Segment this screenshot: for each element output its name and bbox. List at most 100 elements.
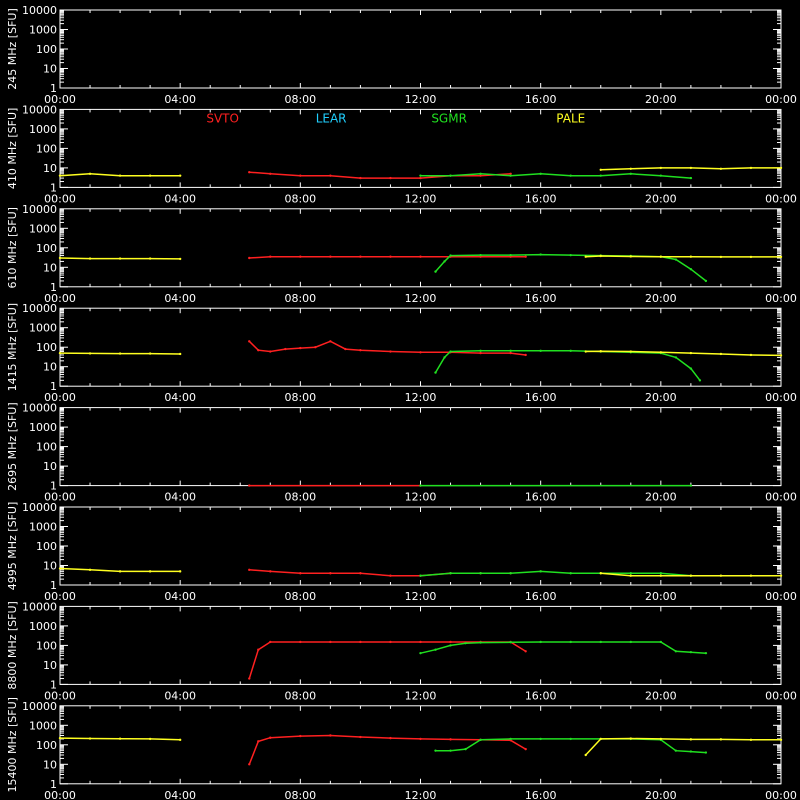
data-point-svto (248, 256, 251, 260)
x-tick-label: 00:00 (765, 689, 797, 702)
y-tick-label: 10000 (22, 402, 57, 415)
data-point-pale (88, 568, 92, 572)
x-tick-label: 04:00 (164, 689, 196, 702)
x-tick-label: 16:00 (525, 789, 557, 800)
x-tick-label: 04:00 (164, 93, 196, 106)
series-pale (585, 737, 781, 756)
data-point-svto (329, 640, 332, 644)
data-point-svto (389, 640, 392, 644)
data-point-svto (248, 171, 251, 174)
x-tick-label: 00:00 (765, 391, 797, 404)
x-tick-label: 12:00 (405, 292, 437, 305)
data-point-sgmr (464, 747, 467, 751)
data-point-svto (299, 640, 302, 644)
data-point-pale (689, 738, 693, 741)
y-tick-label: 1000 (29, 222, 57, 235)
x-tick-label: 00:00 (765, 292, 797, 305)
y-tick-label: 100 (36, 739, 57, 752)
data-point-sgmr (704, 651, 708, 655)
data-point-sgmr (449, 174, 452, 177)
data-point-pale (629, 350, 632, 353)
data-point-sgmr (629, 172, 632, 175)
y-tick-label: 1000 (29, 421, 57, 434)
data-point-svto (269, 736, 272, 739)
series-sgmr (420, 173, 691, 179)
data-point-svto (269, 350, 272, 353)
data-point-pale (599, 168, 602, 171)
data-point-sgmr (419, 651, 422, 655)
x-tick-label: 16:00 (525, 391, 557, 404)
x-tick-label: 12:00 (405, 391, 437, 404)
data-point-sgmr (434, 648, 437, 651)
panel-2695-mhz: 1 10 100 1000 10000 00:00 04:00 08:00 12:00 16:00… (6, 402, 797, 504)
data-point-sgmr (629, 640, 632, 644)
data-point-svto (299, 572, 302, 575)
data-point-svto (329, 340, 332, 343)
data-point-sgmr (689, 267, 693, 271)
data-point-sgmr (479, 172, 482, 175)
data-point-svto (419, 176, 422, 180)
data-point-pale (148, 174, 152, 177)
data-point-pale (88, 257, 92, 260)
data-point-pale (148, 257, 152, 260)
data-point-svto (524, 650, 527, 653)
data-point-svto (329, 255, 332, 258)
x-tick-label: 00:00 (44, 391, 76, 404)
data-point-pale (118, 257, 122, 260)
data-point-sgmr (449, 350, 452, 353)
data-point-pale (58, 256, 62, 260)
y-tick-label: 100 (36, 540, 57, 553)
data-point-svto (329, 174, 332, 177)
data-point-sgmr (629, 572, 632, 575)
data-point-pale (779, 574, 783, 577)
data-point-svto (257, 349, 260, 352)
x-tick-label: 20:00 (645, 93, 677, 106)
data-point-svto (359, 735, 362, 739)
data-point-svto (299, 174, 302, 177)
data-point-svto (419, 737, 422, 741)
y-tick-label: 10000 (22, 103, 57, 116)
y-tick-label: 100 (36, 341, 57, 354)
data-point-sgmr (689, 176, 693, 180)
data-point-pale (749, 353, 753, 357)
y-tick-label: 100 (36, 43, 57, 56)
y-tick-label: 10 (43, 460, 57, 473)
data-point-sgmr (674, 258, 678, 261)
data-point-svto (329, 734, 332, 737)
x-tick-label: 08:00 (284, 292, 316, 305)
data-point-pale (584, 753, 587, 757)
data-point-pale (779, 738, 783, 742)
data-point-svto (248, 484, 251, 487)
series-sgmr (420, 641, 706, 654)
data-point-pale (88, 737, 92, 740)
data-point-sgmr (434, 371, 437, 374)
series-pale (585, 255, 781, 258)
data-point-pale (659, 574, 663, 577)
legend-pale: PALE (556, 111, 585, 125)
data-point-pale (599, 572, 602, 575)
y-tick-label: 100 (36, 441, 57, 454)
x-tick-label: 08:00 (284, 789, 316, 800)
x-tick-label: 00:00 (44, 590, 76, 603)
data-point-sgmr (569, 349, 572, 353)
data-point-pale (629, 255, 632, 258)
data-point-pale (178, 352, 182, 356)
data-point-pale (779, 354, 783, 357)
x-tick-label: 20:00 (645, 192, 677, 205)
data-point-svto (359, 640, 362, 644)
data-point-sgmr (539, 172, 542, 175)
data-point-sgmr (479, 253, 482, 257)
data-point-sgmr (479, 572, 482, 575)
series-sgmr (420, 570, 691, 577)
data-point-svto (419, 640, 422, 644)
data-point-pale (148, 737, 152, 741)
series-svto (249, 171, 511, 179)
y-tick-label: 1000 (29, 123, 57, 136)
y-tick-label: 10 (43, 560, 57, 573)
data-point-sgmr (419, 174, 422, 177)
y-tick-label: 1 (50, 678, 57, 691)
data-point-sgmr (449, 572, 452, 575)
x-tick-label: 12:00 (405, 590, 437, 603)
x-tick-label: 00:00 (44, 292, 76, 305)
data-point-svto (257, 740, 260, 743)
